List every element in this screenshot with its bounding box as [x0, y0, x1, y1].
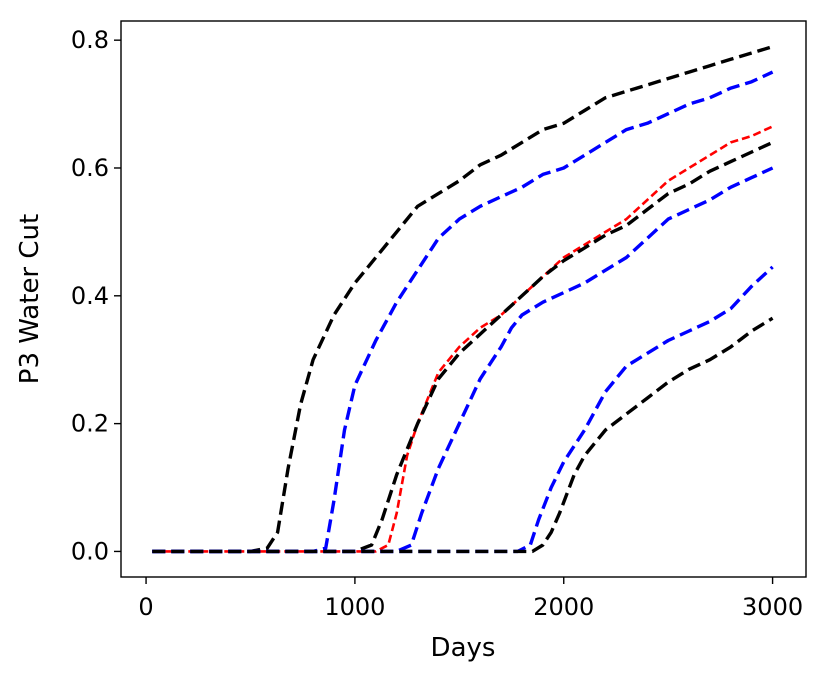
series-line-5	[152, 166, 774, 554]
series-line-3	[152, 125, 774, 553]
series-line-2	[152, 70, 774, 554]
x-tick-label: 2000	[533, 593, 594, 621]
series-line-4	[152, 140, 774, 554]
y-tick-label: 0.4	[71, 282, 109, 310]
x-axis: 0 1000 2000 3000	[138, 577, 803, 621]
x-tick-label: 3000	[742, 593, 803, 621]
y-tick-label: 0.2	[71, 410, 109, 438]
y-tick-label: 0.8	[71, 26, 109, 54]
series-line-1	[152, 44, 774, 554]
x-axis-label: Days	[431, 633, 496, 663]
y-tick-label: 0.6	[71, 154, 109, 182]
series-line-6	[152, 265, 774, 554]
y-axis: 0.0 0.2 0.4 0.6 0.8	[71, 26, 121, 565]
x-tick-label: 1000	[324, 593, 385, 621]
plot-area	[120, 20, 807, 578]
series-group	[152, 44, 774, 554]
y-axis-label: P3 Water Cut	[15, 214, 45, 384]
x-tick-label: 0	[138, 593, 153, 621]
series-line-7	[152, 316, 774, 554]
y-tick-label: 0.0	[71, 537, 109, 565]
